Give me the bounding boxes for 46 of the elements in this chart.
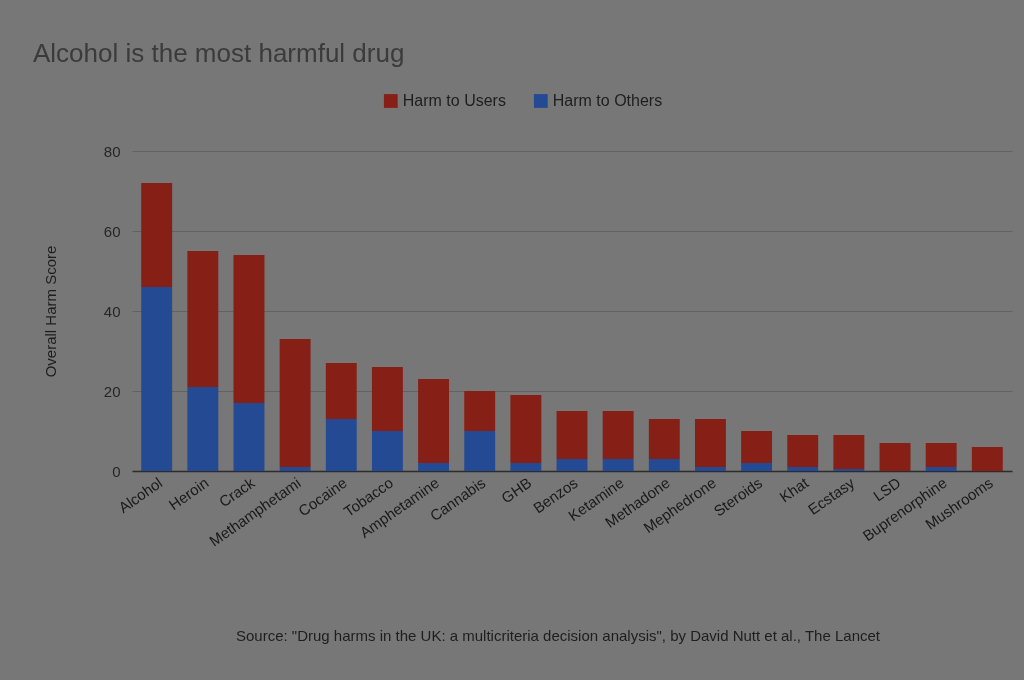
bar [325,419,357,471]
bar [925,443,957,467]
bar [694,467,726,471]
bar [233,255,265,403]
y-tick-label: 60 [103,222,121,240]
bar [233,403,265,471]
bar [418,463,450,471]
bar [418,379,450,463]
bar [925,467,957,471]
source-note: Source: "Drug harms in the UK: a multicriteria decision analysis", by David Nutt et al., The Lancet [236,627,881,644]
y-tick-label: 20 [103,382,121,400]
bar [741,463,773,471]
bar [556,411,588,459]
bar [741,431,773,463]
y-tick-label: 40 [103,302,121,320]
bar [141,287,173,471]
x-tick-label: GHB [498,473,535,507]
bar [510,463,542,471]
bar [187,387,219,471]
bar [325,363,357,419]
y-axis-title: Overall Harm Score [41,245,59,378]
bar [464,431,496,471]
bar [648,419,680,459]
bar [510,395,542,463]
bar [556,459,588,471]
bar [187,251,219,387]
legend-label: Harm to Users [402,92,506,109]
bar [833,435,865,469]
chart-title: Alcohol is the most harmful drug [33,38,405,68]
bar [371,367,403,431]
y-tick-label: 0 [112,462,121,480]
bar [279,467,311,471]
bar [787,435,819,467]
bar [787,467,819,471]
bar [279,339,311,467]
bar [602,459,634,471]
y-tick-label: 80 [103,142,121,160]
bar [141,183,173,287]
bar [971,447,1003,471]
bar [879,443,911,471]
bar [648,459,680,471]
bar [602,411,634,459]
bar [694,419,726,467]
bar [464,391,496,431]
bar [371,431,403,471]
legend-label: Harm to Others [552,92,663,109]
